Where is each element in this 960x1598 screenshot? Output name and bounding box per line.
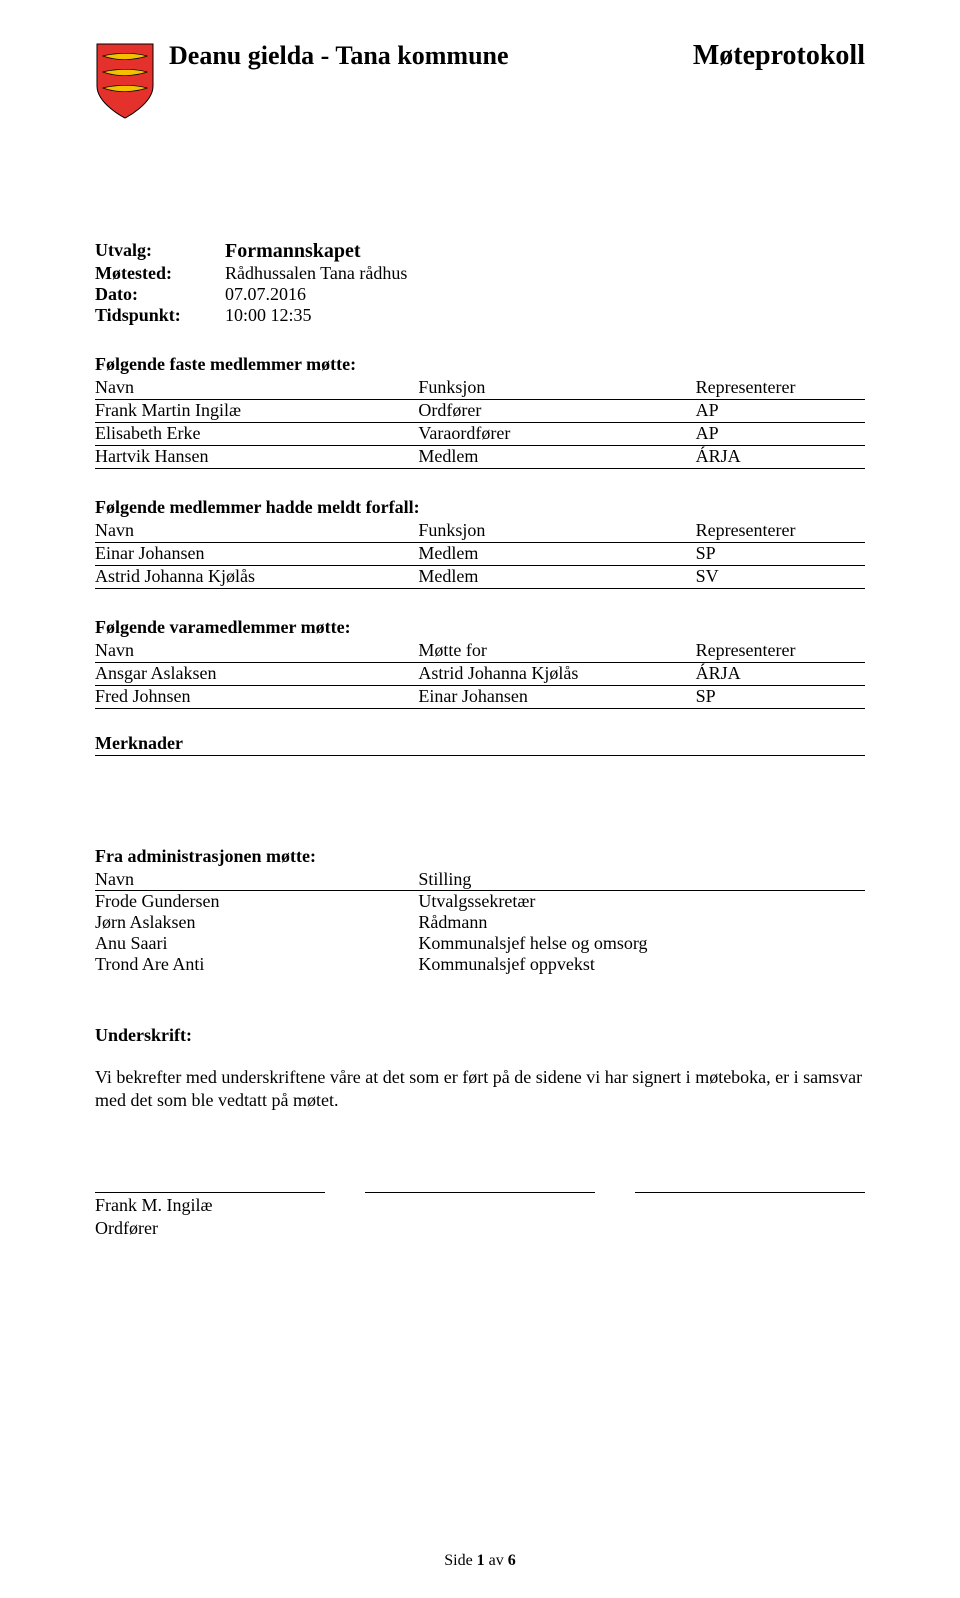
meeting-meta: Utvalg: Formannskapet Møtested: Rådhussa… (95, 240, 865, 326)
page: Deanu gielda - Tana kommune Møteprotokol… (0, 0, 960, 1598)
table-row: Einar Johansen Medlem SP (95, 543, 865, 566)
section-title-underskrift: Underskrift: (95, 1025, 865, 1046)
meta-value-motested: Rådhussalen Tana rådhus (225, 263, 407, 284)
col-navn: Navn (95, 869, 418, 891)
doc-type: Møteprotokoll (693, 40, 865, 72)
cell-rep: ÁRJA (696, 446, 865, 469)
cell-rep: ÁRJA (696, 663, 865, 686)
table-faste: Navn Funksjon Representerer Frank Martin… (95, 377, 865, 469)
header: Deanu gielda - Tana kommune Møteprotokol… (95, 40, 865, 125)
section-title-faste: Følgende faste medlemmer møtte: (95, 354, 865, 375)
col-funksjon: Funksjon (418, 520, 695, 543)
page-footer: Side 1 av 6 (0, 1552, 960, 1570)
cell-navn: Frank Martin Ingilæ (95, 400, 418, 423)
cell-stilling: Utvalgssekretær (418, 891, 865, 913)
cell-motte-for: Einar Johansen (418, 686, 695, 709)
signature-line (365, 1191, 595, 1193)
cell-rep: SP (696, 686, 865, 709)
cell-rep: AP (696, 423, 865, 446)
table-row: Ansgar Aslaksen Astrid Johanna Kjølås ÁR… (95, 663, 865, 686)
table-forfall: Navn Funksjon Representerer Einar Johans… (95, 520, 865, 589)
section-title-vara: Følgende varamedlemmer møtte: (95, 617, 865, 638)
meta-value-tidspunkt: 10:00 12:35 (225, 305, 312, 326)
col-representerer: Representerer (696, 640, 865, 663)
cell-stilling: Kommunalsjef helse og omsorg (418, 933, 865, 954)
col-funksjon: Funksjon (418, 377, 695, 400)
cell-funksjon: Medlem (418, 566, 695, 589)
cell-stilling: Rådmann (418, 912, 865, 933)
cell-rep: SV (696, 566, 865, 589)
meta-label-dato: Dato: (95, 284, 225, 305)
cell-motte-for: Astrid Johanna Kjølås (418, 663, 695, 686)
col-navn: Navn (95, 377, 418, 400)
signatory-name: Frank M. Ingilæ (95, 1195, 865, 1216)
section-title-forfall: Følgende medlemmer hadde meldt forfall: (95, 497, 865, 518)
cell-navn: Anu Saari (95, 933, 418, 954)
table-row: Trond Are Anti Kommunalsjef oppvekst (95, 954, 865, 975)
cell-navn: Ansgar Aslaksen (95, 663, 418, 686)
cell-funksjon: Medlem (418, 543, 695, 566)
table-admin: Navn Stilling Frode Gundersen Utvalgssek… (95, 869, 865, 975)
table-row: Fred Johnsen Einar Johansen SP (95, 686, 865, 709)
cell-stilling: Kommunalsjef oppvekst (418, 954, 865, 975)
meta-label-motested: Møtested: (95, 263, 225, 284)
table-row: Hartvik Hansen Medlem ÁRJA (95, 446, 865, 469)
cell-navn: Fred Johnsen (95, 686, 418, 709)
signature-lines (95, 1191, 865, 1193)
cell-rep: AP (696, 400, 865, 423)
table-row: Frode Gundersen Utvalgssekretær (95, 891, 865, 913)
meta-value-utvalg: Formannskapet (225, 240, 361, 263)
table-row: Elisabeth Erke Varaordfører AP (95, 423, 865, 446)
cell-funksjon: Ordfører (418, 400, 695, 423)
section-title-merknader: Merknader (95, 733, 865, 756)
col-motte-for: Møtte for (418, 640, 695, 663)
underskrift-text: Vi bekrefter med underskriftene våre at … (95, 1066, 865, 1111)
cell-navn: Einar Johansen (95, 543, 418, 566)
org-title: Deanu gielda - Tana kommune (169, 41, 509, 71)
col-navn: Navn (95, 640, 418, 663)
cell-navn: Astrid Johanna Kjølås (95, 566, 418, 589)
signature-line (635, 1191, 865, 1193)
cell-funksjon: Varaordfører (418, 423, 695, 446)
meta-value-dato: 07.07.2016 (225, 284, 306, 305)
table-row: Jørn Aslaksen Rådmann (95, 912, 865, 933)
footer-prefix: Side (444, 1552, 476, 1569)
cell-funksjon: Medlem (418, 446, 695, 469)
col-stilling: Stilling (418, 869, 865, 891)
col-navn: Navn (95, 520, 418, 543)
table-row: Frank Martin Ingilæ Ordfører AP (95, 400, 865, 423)
footer-middle: av (485, 1552, 508, 1569)
signature-line (95, 1191, 325, 1193)
col-representerer: Representerer (696, 377, 865, 400)
table-vara: Navn Møtte for Representerer Ansgar Asla… (95, 640, 865, 709)
meta-label-utvalg: Utvalg: (95, 240, 225, 263)
table-row: Astrid Johanna Kjølås Medlem SV (95, 566, 865, 589)
cell-rep: SP (696, 543, 865, 566)
crest-icon (95, 42, 155, 125)
title-row: Deanu gielda - Tana kommune Møteprotokol… (169, 40, 865, 72)
col-representerer: Representerer (696, 520, 865, 543)
signatory-title: Ordfører (95, 1218, 865, 1239)
cell-navn: Frode Gundersen (95, 891, 418, 913)
meta-label-tidspunkt: Tidspunkt: (95, 305, 225, 326)
cell-navn: Jørn Aslaksen (95, 912, 418, 933)
cell-navn: Trond Are Anti (95, 954, 418, 975)
section-title-admin: Fra administrasjonen møtte: (95, 846, 865, 867)
cell-navn: Hartvik Hansen (95, 446, 418, 469)
footer-page-number: 1 (477, 1552, 485, 1569)
table-row: Anu Saari Kommunalsjef helse og omsorg (95, 933, 865, 954)
cell-navn: Elisabeth Erke (95, 423, 418, 446)
footer-total-pages: 6 (508, 1552, 516, 1569)
